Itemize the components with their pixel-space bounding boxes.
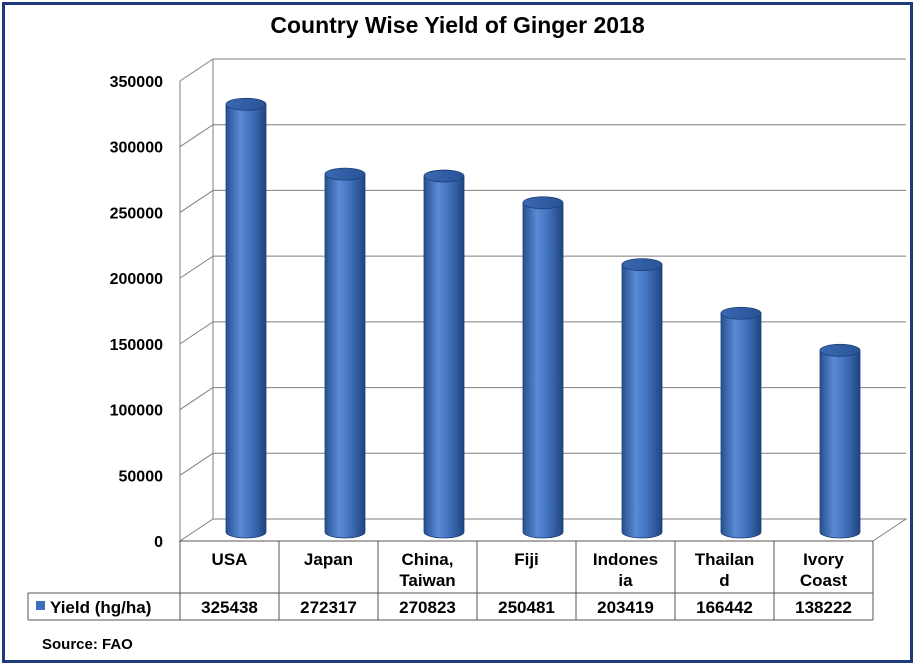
y-tick-label: 0 — [154, 534, 163, 551]
y-tick-label: 300000 — [110, 140, 163, 157]
bar-top — [819, 343, 861, 357]
gridline-diagonal — [179, 58, 214, 82]
y-tick-label: 250000 — [110, 205, 163, 222]
data-label: 325438 — [201, 598, 258, 617]
data-label: 166442 — [696, 598, 753, 617]
data-label: 138222 — [795, 598, 852, 617]
bar-body — [720, 312, 762, 539]
x-tick-label: China, — [402, 550, 454, 569]
gridline-diagonal — [179, 321, 214, 345]
x-tick-label: ia — [618, 571, 633, 590]
x-tick-label: Thailan — [695, 550, 755, 569]
y-tick-label: 50000 — [119, 468, 164, 485]
bar-body — [423, 175, 465, 539]
data-label: 250481 — [498, 598, 555, 617]
bar-body — [819, 349, 861, 539]
legend-label: Yield (hg/ha) — [50, 598, 151, 617]
x-tick-label: Ivory — [803, 550, 844, 569]
chart-title: Country Wise Yield of Ginger 2018 — [270, 12, 645, 38]
data-label: 272317 — [300, 598, 357, 617]
gridline-diagonal — [179, 452, 214, 476]
data-label: 203419 — [597, 598, 654, 617]
y-tick-label: 350000 — [110, 74, 163, 91]
x-tick-label: Coast — [800, 571, 848, 590]
bar — [720, 306, 762, 539]
x-tick-label: Taiwan — [399, 571, 455, 590]
bar-top — [423, 169, 465, 183]
gridline-diagonal — [179, 387, 214, 410]
gridline-diagonal — [179, 190, 214, 213]
x-tick-label: Indones — [593, 550, 658, 569]
bar-top — [621, 258, 663, 272]
y-tick-label: 200000 — [110, 271, 163, 288]
bar — [324, 167, 366, 539]
bar-top — [522, 196, 564, 210]
x-tick-label: d — [719, 571, 729, 590]
y-tick-label: 150000 — [110, 337, 163, 354]
bar-top — [225, 97, 267, 111]
bar-top — [324, 167, 366, 181]
x-tick-label: USA — [212, 550, 248, 569]
bar-body — [522, 202, 564, 539]
bar-body — [225, 103, 267, 539]
bar — [819, 343, 861, 539]
gridline-diagonal — [179, 124, 214, 148]
source-note: Source: FAO — [42, 636, 133, 653]
x-tick-label: Japan — [304, 550, 353, 569]
y-tick-label: 100000 — [110, 403, 163, 420]
gridline-diagonal — [179, 255, 214, 279]
x-tick-label: Fiji — [514, 550, 539, 569]
bar-body — [621, 264, 663, 539]
bar — [225, 97, 267, 539]
bar-top — [720, 306, 762, 320]
bar — [522, 196, 564, 539]
legend-swatch — [36, 601, 45, 610]
bar — [423, 169, 465, 539]
bar — [621, 258, 663, 539]
data-label: 270823 — [399, 598, 456, 617]
bar-body — [324, 173, 366, 539]
